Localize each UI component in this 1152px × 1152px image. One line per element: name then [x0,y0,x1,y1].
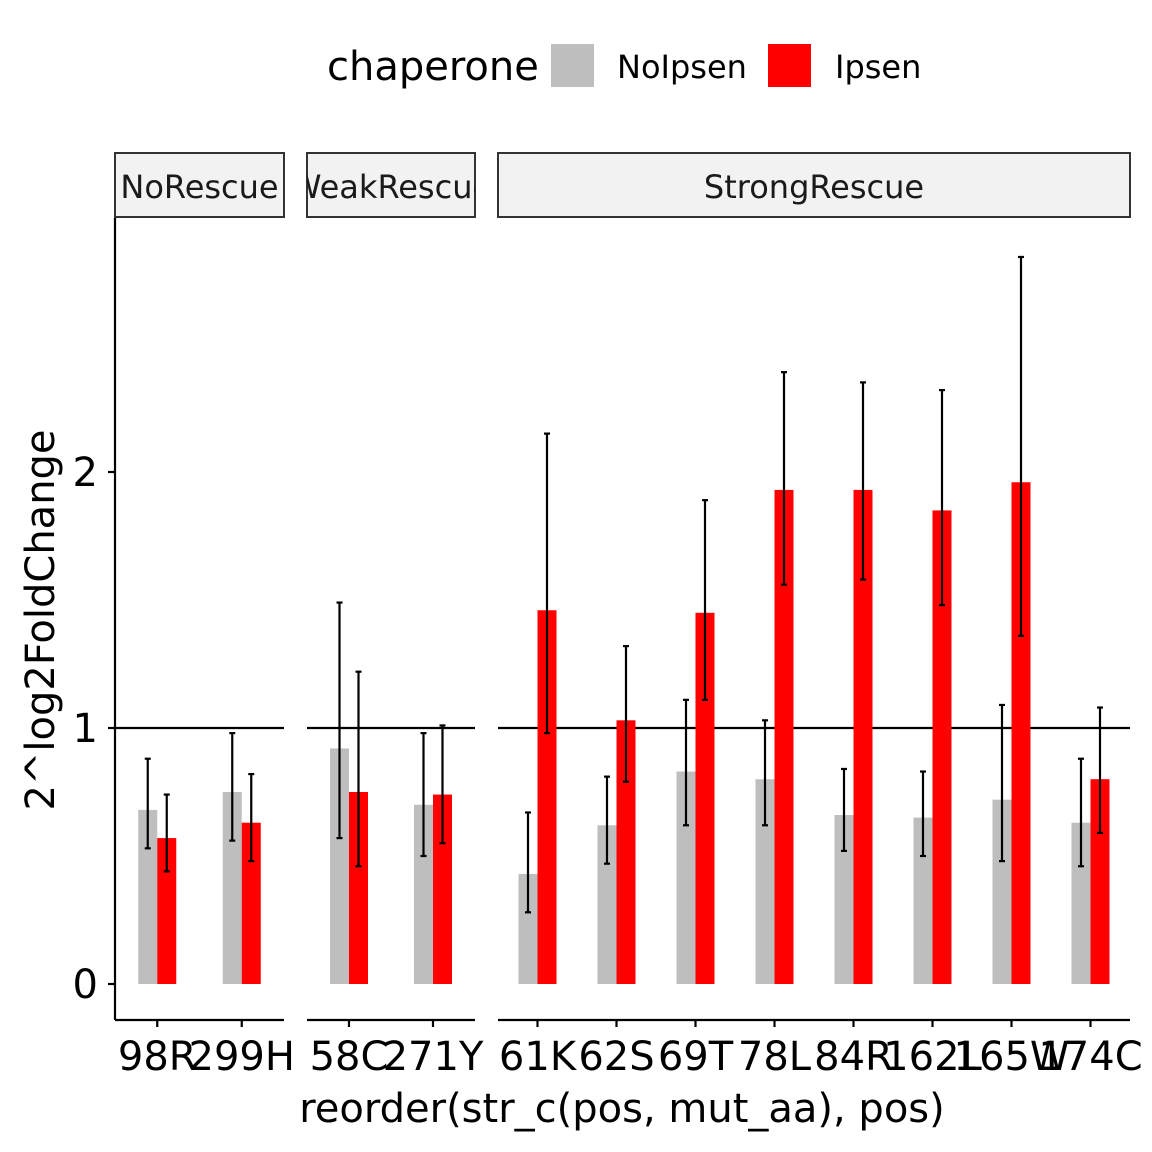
bar-ipsen [537,610,557,984]
bar-ipsen [157,838,177,984]
x-tick-label: 174C [1038,1034,1142,1080]
bar-ipsen [433,794,452,984]
facet-strip [497,152,1131,218]
legend-label-ipsen: Ipsen [835,48,921,86]
x-axis-title: reorder(str_c(pos, mut_aa), pos) [299,1086,945,1132]
x-tick-label: 61K [499,1034,578,1080]
x-tick-label: 78L [738,1034,812,1080]
facet-strip-label: StrongRescue [704,168,924,206]
y-tick-label: 2 [73,450,98,496]
y-axis-title: 2^log2FoldChange [18,429,64,810]
x-tick-label: 62S [578,1034,654,1080]
x-tick-label: 69T [658,1034,734,1080]
bar-ipsen [616,720,636,984]
facet-strip [114,152,285,218]
y-tick-label: 0 [73,962,98,1008]
facet-strip-label: NoRescue [120,168,278,206]
x-tick-label: 84R [814,1034,893,1080]
x-tick-label: 162L [883,1034,982,1080]
bar-noipsen [992,799,1012,984]
bar-noipsen [834,815,854,984]
x-tick-label: 98R [118,1034,197,1080]
x-tick-label: 165W [954,1034,1070,1080]
x-tick-label: 58C [310,1034,389,1080]
legend-title: chaperone [327,44,539,90]
bar-ipsen [241,822,261,984]
bar-ipsen [774,489,794,984]
bar-noipsen [1071,822,1091,984]
y-tick-label: 1 [73,706,98,752]
facet-strip [306,152,476,218]
x-tick-label: 299H [189,1034,295,1080]
bar-noipsen [676,771,696,984]
facet-strip-label: WeakRescue [290,168,492,206]
bar-noipsen [597,825,617,984]
bar-noipsen [330,748,349,984]
legend-label-noipsen: NoIpsen [617,48,747,86]
bar-ipsen [1011,482,1031,984]
bar-noipsen [518,873,538,984]
bar-ipsen [932,510,952,984]
bar-ipsen [695,612,715,984]
legend: chaperone NoIpsen Ipsen [327,44,921,90]
bar-noipsen [138,809,158,984]
bar-noipsen [414,804,433,984]
bar-ipsen [853,489,873,984]
x-tick-label: 271Y [383,1034,484,1080]
bar-noipsen [222,792,242,984]
bar-ipsen [349,792,368,984]
legend-key-noipsen [551,44,594,87]
bar-noipsen [913,817,933,984]
bar-ipsen [1090,779,1110,984]
legend-key-ipsen [768,44,811,87]
bar-noipsen [755,779,775,984]
